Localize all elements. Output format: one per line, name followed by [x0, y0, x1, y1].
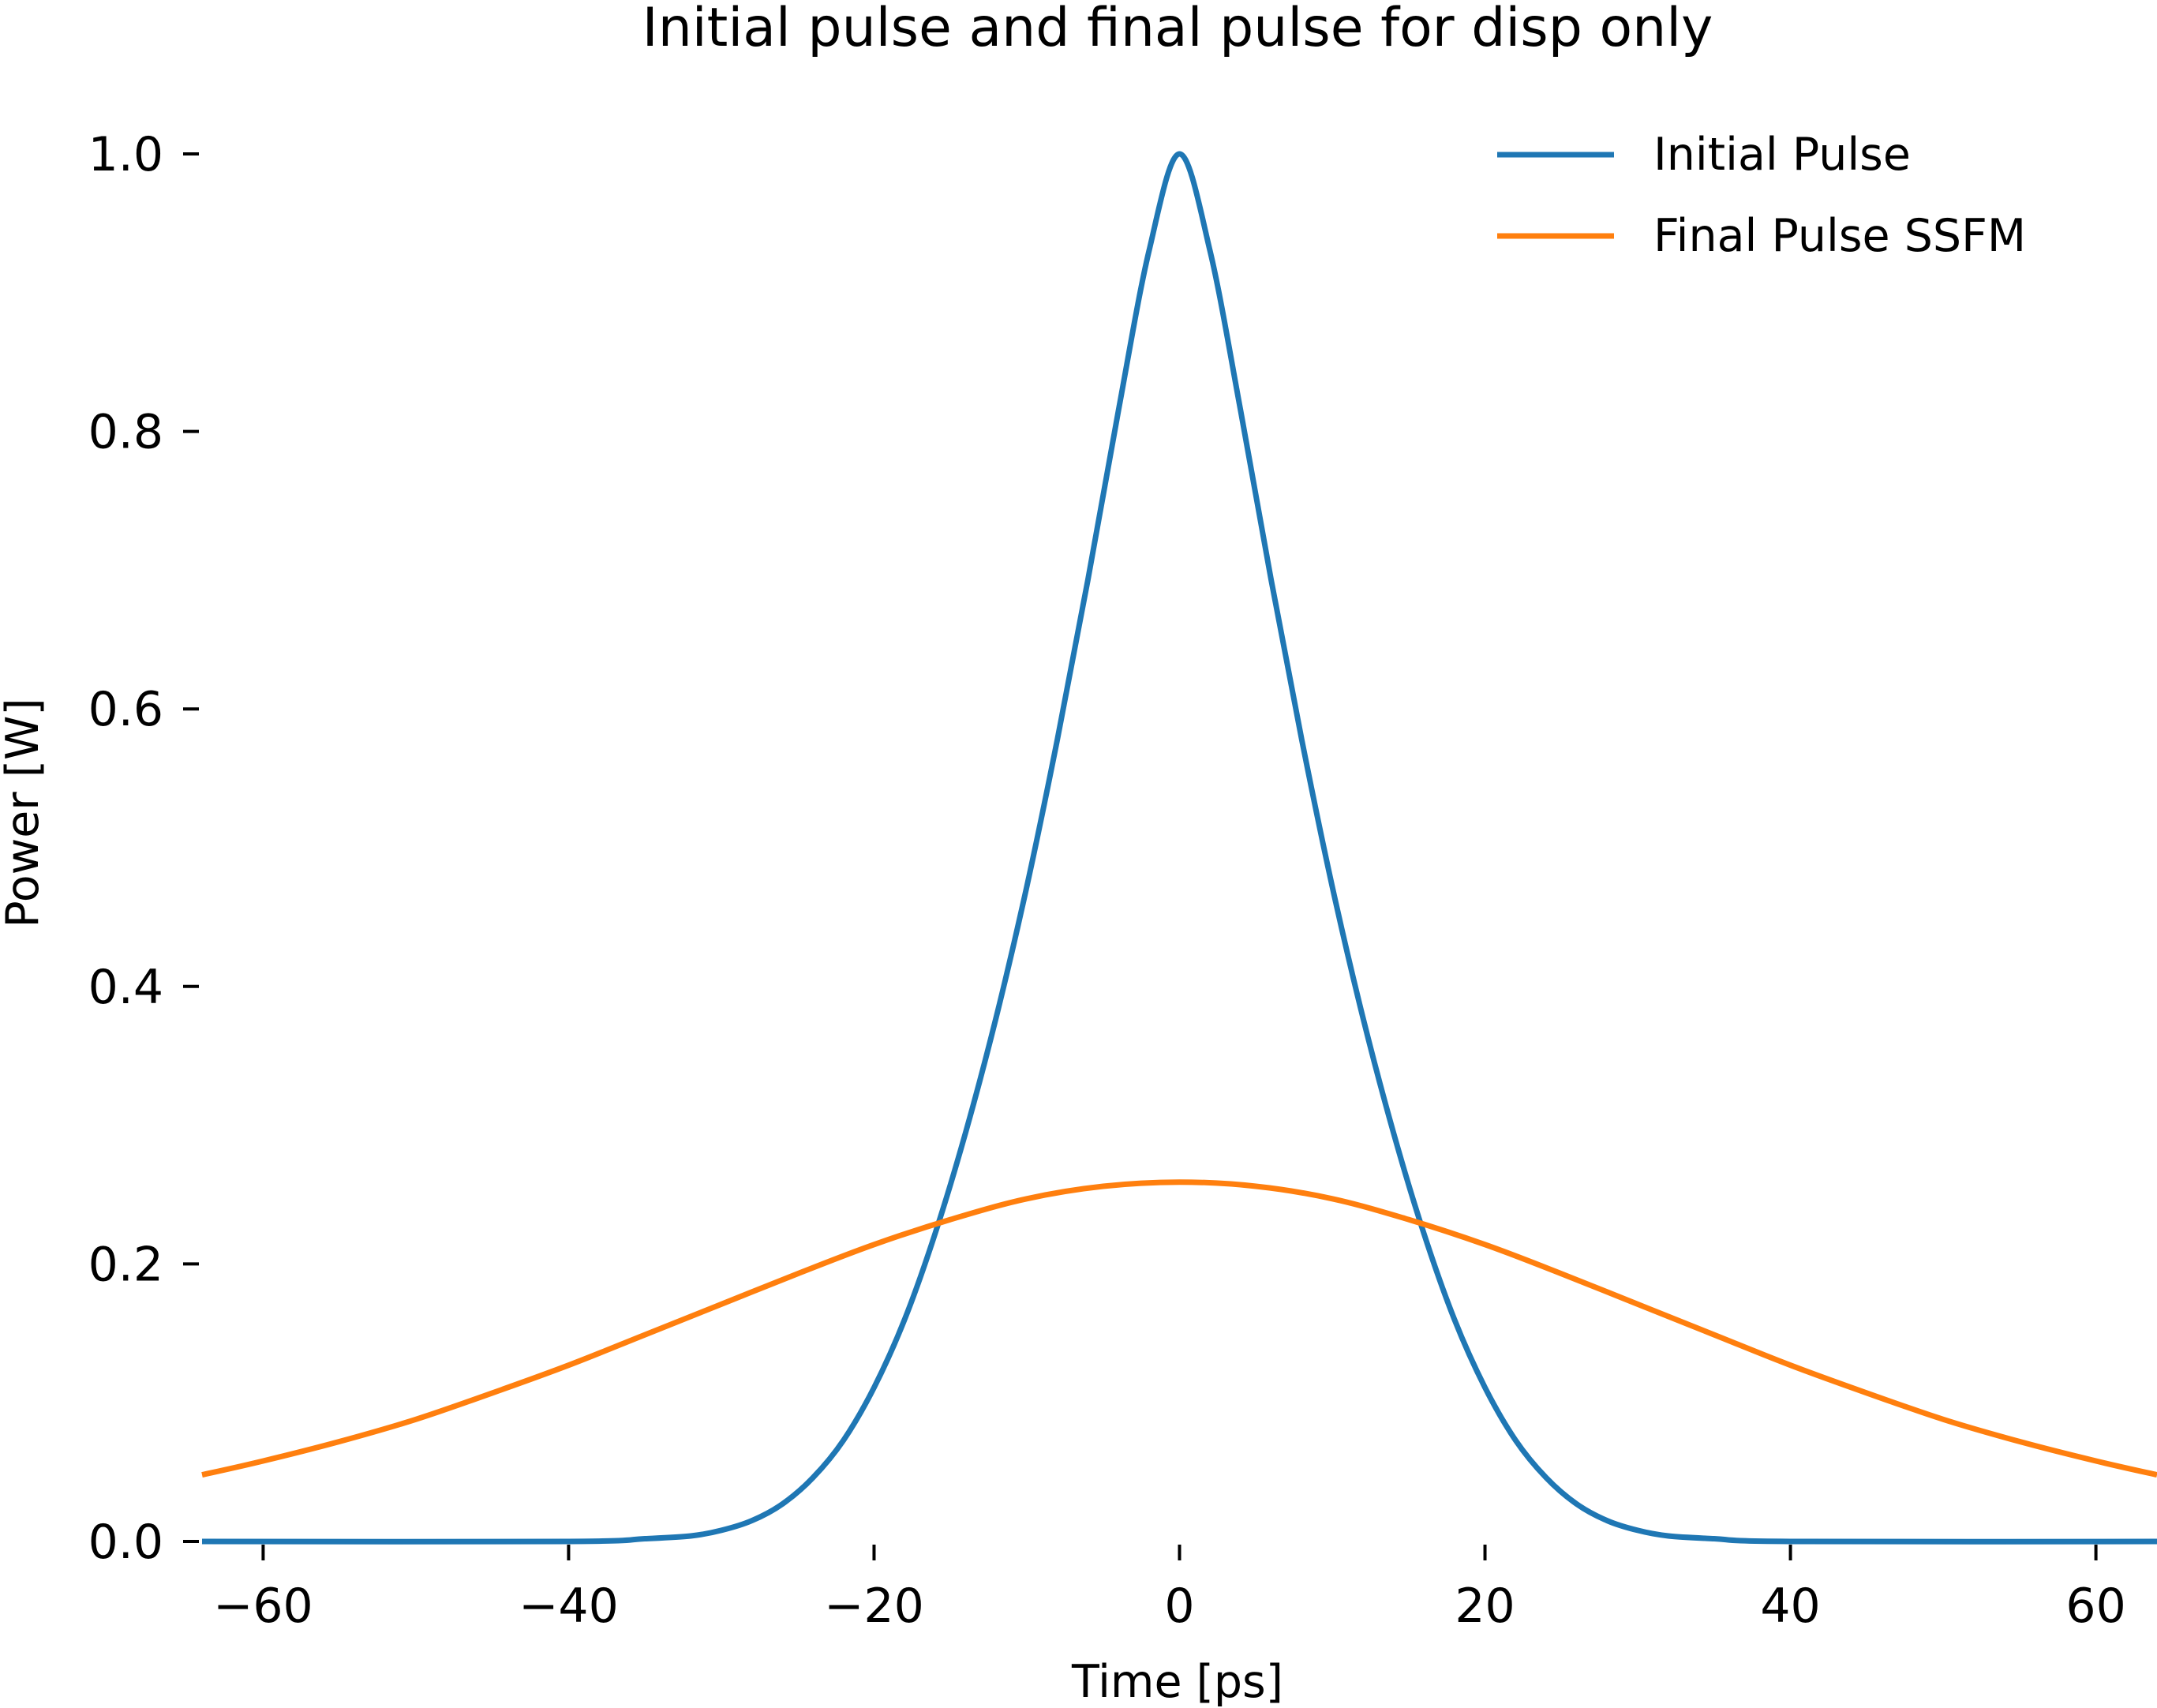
legend-label-initial-pulse: Initial Pulse [1653, 129, 1911, 181]
x-axis-ticks: −60 −40 −20 0 20 40 60 [213, 1545, 2126, 1634]
y-tick-label: 0.8 [88, 405, 163, 460]
plot-area [201, 151, 2157, 1545]
legend: Initial Pulse Final Pulse SSFM [1497, 129, 2026, 262]
y-tick-label: 0.2 [88, 1237, 163, 1292]
x-tick-label: −20 [824, 1579, 924, 1634]
series-line-final-pulse-ssfm [201, 1179, 2157, 1478]
y-axis-ticks: 0.0 0.2 0.4 0.6 0.8 1.0 [88, 127, 199, 1570]
x-tick-label: −60 [213, 1579, 313, 1634]
y-tick-label: 0.4 [88, 960, 163, 1015]
y-tick-label: 0.6 [88, 682, 163, 737]
x-tick-label: −40 [519, 1579, 619, 1634]
legend-label-final-pulse-ssfm: Final Pulse SSFM [1653, 210, 2026, 262]
y-tick-label: 0.0 [88, 1515, 163, 1570]
x-axis-label: Time [ps] [1071, 1656, 1283, 1708]
x-tick-label: 60 [2065, 1579, 2125, 1634]
y-tick-label: 1.0 [88, 127, 163, 182]
chart-title: Initial pulse and final pulse for disp o… [642, 0, 1713, 59]
x-tick-label: 40 [1760, 1579, 1820, 1634]
y-axis-label: Power [W] [0, 698, 49, 927]
x-tick-label: 0 [1164, 1579, 1194, 1634]
x-tick-label: 20 [1455, 1579, 1515, 1634]
series-line-initial-pulse [201, 151, 2157, 1545]
